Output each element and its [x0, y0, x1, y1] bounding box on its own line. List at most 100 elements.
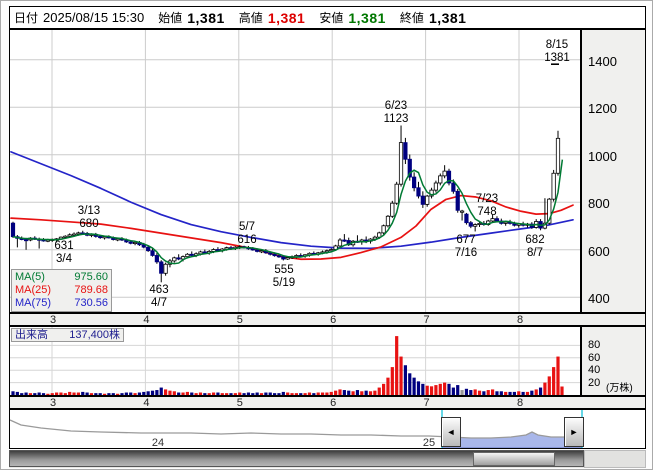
volume-bar — [76, 392, 80, 395]
volume-bar — [403, 365, 407, 395]
volume-bar — [552, 367, 556, 395]
volume-bar — [229, 393, 233, 395]
volume-bar — [360, 391, 364, 395]
candle-body — [172, 257, 177, 262]
month-tick-label: 8 — [516, 314, 524, 326]
volume-bar — [102, 393, 107, 395]
ma-legend: MA(5) 975.60 MA(25) 789.68 MA(75) 730.56 — [11, 269, 112, 312]
volume-bar — [355, 390, 360, 395]
volume-bar — [225, 393, 229, 395]
candle-body — [468, 222, 473, 227]
volume-bar — [85, 392, 89, 395]
month-tick-label: 3 — [49, 397, 57, 409]
volume-bar — [238, 392, 242, 395]
price-tick-label: 1400 — [588, 53, 617, 69]
candle-body — [98, 236, 103, 239]
volume-bar — [464, 388, 469, 395]
volume-bar — [534, 389, 538, 395]
volume-bar — [538, 387, 543, 395]
volume-bar — [281, 391, 285, 395]
volume-bar — [146, 391, 150, 395]
volume-bar — [334, 390, 338, 395]
volume-value: 137,400株 — [69, 329, 120, 341]
volume-bar — [46, 393, 50, 395]
range-right-handle-button[interactable]: ► — [564, 417, 584, 447]
close-value: 1,381 — [428, 9, 467, 26]
volume-bar — [220, 393, 224, 395]
candle-body — [115, 238, 120, 241]
price-tick-label: 1200 — [588, 101, 617, 117]
volume-bar — [390, 367, 394, 395]
volume-bar — [28, 393, 33, 395]
candle-body — [337, 239, 343, 247]
chart-annotation: 631 3/4 — [54, 240, 73, 265]
price-axis: 1400 1200 1000 800 600 400 — [581, 29, 646, 313]
candle-body — [10, 222, 16, 238]
volume-bar — [530, 390, 534, 395]
volume-bar — [421, 383, 425, 395]
volume-bar — [329, 391, 333, 395]
candle-body — [381, 225, 386, 234]
range-navigator[interactable]: 24 25 ◄ ► — [9, 409, 646, 449]
volume-bar — [303, 393, 307, 395]
navigator-canvas: 24 25 — [10, 410, 583, 448]
volume-bar — [255, 392, 259, 395]
volume-bar — [68, 391, 72, 395]
price-chart-panel[interactable]: 3/13 680 631 3/4 463 4/7 5/7 616 555 5/19 6/23 1123… — [9, 29, 581, 313]
volume-bar — [190, 392, 194, 395]
candle-body — [394, 183, 399, 204]
volume-bar — [172, 391, 176, 395]
month-tick-label: 3 — [49, 314, 57, 326]
candle-body — [451, 182, 456, 192]
moving-average-line — [10, 194, 574, 261]
volume-bar — [412, 377, 416, 395]
volume-bar — [486, 390, 490, 395]
month-tick-label: 7 — [423, 314, 430, 326]
volume-bar — [155, 390, 159, 395]
horizontal-scrollbar[interactable] — [9, 450, 646, 468]
volume-bar — [251, 393, 255, 395]
volume-bar — [556, 356, 560, 395]
candle-body — [185, 253, 190, 258]
month-tick-label: 8 — [516, 397, 524, 409]
volume-axis: (万株) 80 60 40 20 — [581, 326, 646, 396]
volume-bar — [107, 393, 111, 395]
candle-body — [425, 195, 430, 205]
candle-body — [420, 195, 425, 205]
month-tick-label: 6 — [330, 397, 337, 409]
candle-body — [259, 250, 264, 253]
volume-bar — [286, 392, 290, 395]
scrollbar-track[interactable] — [9, 450, 584, 467]
candle-body — [473, 224, 478, 227]
volume-bar — [89, 393, 94, 395]
month-axis-upper: 3 4 5 6 7 8 — [9, 313, 646, 326]
volume-bar — [55, 392, 59, 395]
volume-bar — [120, 393, 124, 395]
volume-bar — [469, 390, 473, 395]
volume-bar — [364, 390, 368, 395]
candle-body — [442, 170, 447, 177]
volume-bar-latest — [560, 386, 564, 395]
month-tick-label: 5 — [236, 314, 243, 326]
volume-bar — [194, 393, 198, 395]
volume-panel[interactable]: 出来高 137,400株 — [9, 326, 581, 396]
volume-bar — [150, 390, 155, 395]
candle-body — [163, 263, 168, 274]
volume-bar — [203, 393, 207, 395]
volume-bar — [259, 393, 264, 395]
volume-bar — [543, 382, 547, 395]
range-left-handle-button[interactable]: ◄ — [441, 417, 461, 447]
volume-bar — [242, 393, 246, 395]
volume-bar — [181, 392, 185, 395]
candles-layer — [10, 125, 561, 283]
scrollbar-thumb[interactable] — [473, 452, 555, 466]
volume-bar — [521, 391, 525, 395]
candle-body — [551, 172, 556, 200]
volume-bar — [508, 391, 512, 395]
volume-bar — [395, 336, 399, 395]
candle-body — [154, 255, 159, 263]
volume-bar — [377, 387, 381, 395]
volume-bars-layer — [11, 336, 564, 395]
chart-annotation: 3/13 680 — [78, 205, 100, 230]
volume-bar — [177, 392, 181, 395]
